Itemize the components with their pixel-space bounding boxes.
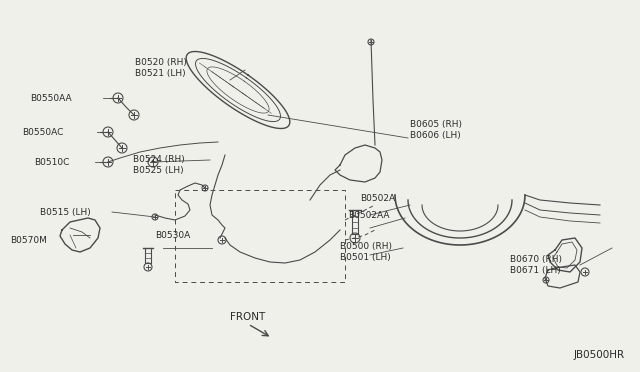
Text: B0510C: B0510C	[34, 157, 69, 167]
Text: B0515 (LH): B0515 (LH)	[40, 208, 91, 217]
Text: B0605 (RH)
B0606 (LH): B0605 (RH) B0606 (LH)	[410, 120, 462, 140]
Text: B0500 (RH)
B0501 (LH): B0500 (RH) B0501 (LH)	[340, 242, 392, 262]
Text: JB0500HR: JB0500HR	[574, 350, 625, 360]
Text: B0520 (RH)
B0521 (LH): B0520 (RH) B0521 (LH)	[135, 58, 187, 78]
Text: B0670 (RH)
B0671 (LH): B0670 (RH) B0671 (LH)	[510, 255, 562, 275]
Text: B0550AC: B0550AC	[22, 128, 63, 137]
Text: B0502AA: B0502AA	[348, 211, 390, 219]
Text: B0570M: B0570M	[10, 235, 47, 244]
Text: B0530A: B0530A	[155, 231, 190, 240]
Text: B0524 (RH)
B0525 (LH): B0524 (RH) B0525 (LH)	[133, 155, 185, 175]
Text: B0550AA: B0550AA	[30, 93, 72, 103]
Text: FRONT: FRONT	[230, 312, 266, 322]
Text: B0502A: B0502A	[360, 193, 395, 202]
